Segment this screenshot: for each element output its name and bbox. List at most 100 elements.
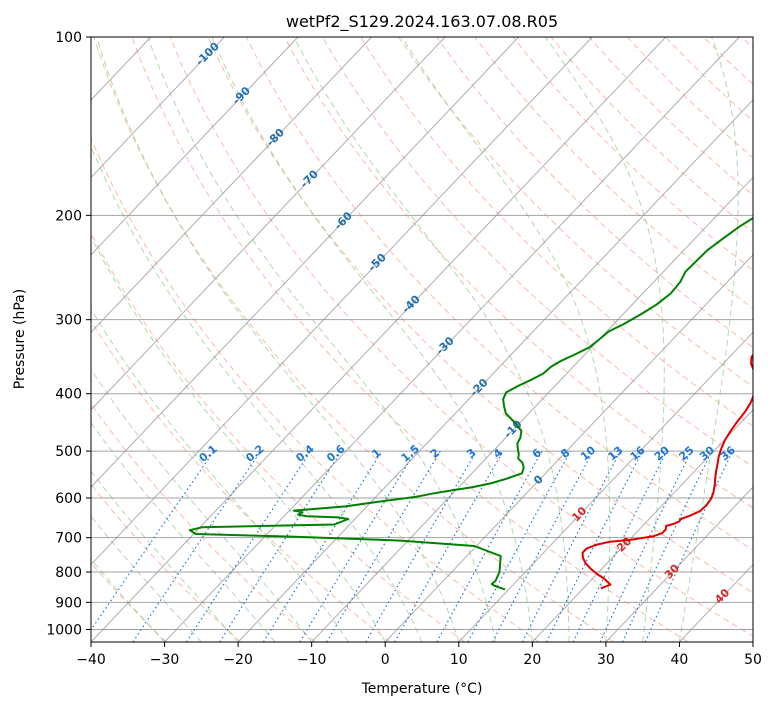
isotherm-line: [458, 331, 753, 642]
profile-series: [188, 216, 753, 591]
mixing-ratio-line: [622, 450, 713, 642]
isotherm-line: [91, 37, 372, 334]
moist-adiabat-line: [147, 37, 497, 642]
mixing-ratio-label: 13: [605, 444, 625, 464]
mixing-ratio-line: [326, 450, 441, 642]
isotherm-line: [91, 37, 225, 179]
y-tick-label: 300: [55, 313, 82, 329]
mixing-ratio-label: 25: [677, 444, 697, 464]
mixing-ratio-label: 4: [491, 446, 505, 461]
dry-adiabat-line: [91, 232, 465, 642]
x-tick-label: 50: [744, 652, 762, 668]
x-tick-label: 40: [671, 652, 689, 668]
isotherm-line: [0, 37, 4, 642]
x-tick-label: 20: [523, 652, 541, 668]
x-tick-label: −30: [150, 652, 180, 668]
dry-adiabat-line: [91, 136, 540, 642]
moist-adiabat-line: [211, 37, 533, 642]
chart-title: wetPf2_S129.2024.163.07.08.R05: [286, 12, 558, 32]
isotherm-line: [91, 37, 446, 411]
mixing-ratio-line: [644, 450, 734, 642]
moist-adiabat-line: [678, 37, 739, 642]
isotherm-line: [91, 37, 667, 642]
dry-adiabat-line: [321, 37, 753, 468]
isotherm-line: [91, 37, 299, 256]
dry-adiabat-line: [91, 320, 391, 642]
dry-adiabat-line: [360, 37, 753, 427]
moist-adiabat-line: [91, 145, 423, 642]
moist-adiabat-line: [91, 470, 239, 642]
dry-adiabat-line: [398, 37, 753, 388]
dewpoint-profile-line: [188, 216, 753, 591]
temperature-profile-line: [581, 353, 753, 590]
isotherm-line: [531, 408, 753, 642]
mixing-ratio-label: 8: [558, 446, 572, 461]
isotherm-line: [752, 641, 753, 642]
y-tick-label: 100: [55, 30, 82, 46]
y-tick-label: 200: [55, 208, 82, 224]
x-tick-label: 30: [597, 652, 615, 668]
mixing-ratio-line: [132, 450, 262, 642]
dry-adiabat-line: [588, 37, 753, 196]
y-tick-label: 900: [55, 595, 82, 611]
mixing-ratio-line: [436, 450, 543, 642]
y-tick-label: 1000: [46, 622, 82, 638]
x-tick-label: −10: [297, 652, 327, 668]
isotherm-line: [384, 254, 753, 642]
x-tick-label: −40: [76, 652, 106, 668]
moist-adiabat-line: [545, 37, 665, 642]
x-tick-label: 0: [381, 652, 390, 668]
dry-adiabat-line: [91, 483, 242, 642]
isotherm-line: [164, 37, 740, 642]
mixing-ratio-label: 3: [464, 446, 478, 461]
dry-adiabat-line: [91, 403, 316, 642]
mixing-ratio-line: [299, 450, 417, 642]
mixing-ratio-label: 0.1: [197, 442, 220, 464]
dry-adiabat-line: [245, 37, 753, 551]
moist-adiabat-line: [96, 37, 460, 642]
mixing-ratio-line: [186, 450, 312, 642]
dry-adiabat-line: [664, 37, 753, 122]
x-tick-label: 10: [450, 652, 468, 668]
y-tick-label: 400: [55, 387, 82, 403]
plot-frame: [90, 36, 754, 643]
mixing-ratio-label: 20: [652, 443, 672, 463]
moist-adiabat-line: [91, 236, 386, 642]
dry-adiabat-line: [169, 37, 753, 637]
y-axis-label: Pressure (hPa): [12, 289, 28, 389]
mixing-ratio-line: [467, 450, 571, 642]
y-tick-label: 500: [55, 444, 82, 460]
moist-adiabat-line: [91, 421, 276, 642]
y-tick-label: 700: [55, 531, 82, 547]
dry-adiabat-line: [283, 37, 753, 509]
y-tick-label: 600: [55, 491, 82, 507]
y-tick-label: 800: [55, 565, 82, 581]
mixing-ratio-line: [365, 450, 478, 642]
mixing-ratio-label: 0.6: [324, 442, 348, 465]
mixing-ratio-label: 1.5: [399, 442, 422, 464]
moist-adiabat-line: [293, 37, 570, 642]
mixing-ratio-label: 36: [718, 443, 738, 463]
isotherm-line: [91, 37, 593, 566]
mixing-ratio-label: 6: [530, 446, 544, 461]
axes: −40 −30 −20 −10 0 10 20 30 40 5010020030040050060…: [46, 30, 762, 668]
mixing-ratio-line: [572, 450, 668, 642]
background-lines: [0, 37, 753, 642]
dry-adiabat-line: [93, 37, 614, 642]
moist-adiabat-line: [91, 307, 349, 642]
mixing-ratio-line: [599, 450, 692, 642]
x-axis-label: Temperature (°C): [361, 681, 483, 697]
isotherm-line: [91, 37, 520, 488]
moist-adiabat-line: [91, 515, 202, 642]
mixing-ratio-label: 0.4: [293, 442, 317, 465]
mixing-ratio-label: 30: [697, 443, 717, 463]
mixing-ratio-line: [262, 450, 383, 642]
isotherm-line: [237, 99, 753, 642]
dry-adiabat-line: [207, 37, 753, 594]
x-tick-label: −20: [223, 652, 253, 668]
mixing-ratio-label: 1: [369, 446, 383, 461]
mixing-ratio-line: [219, 450, 342, 642]
dry-adiabat-line: [703, 37, 753, 86]
